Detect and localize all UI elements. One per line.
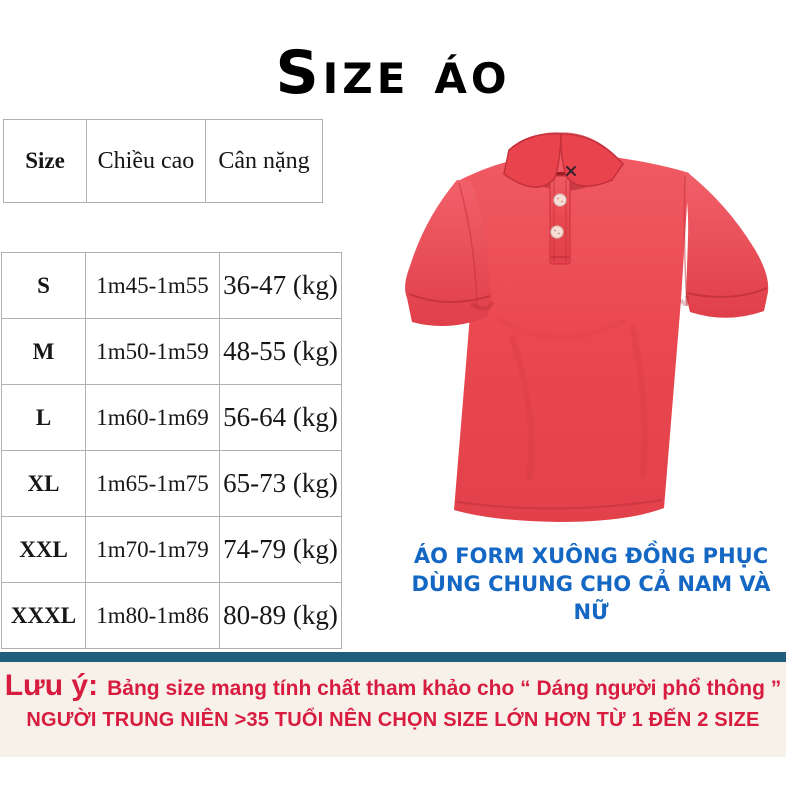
note-line-1: Bảng size mang tính chất tham khảo cho “…	[107, 677, 782, 700]
note-section: Lưu ý: Bảng size mang tính chất tham khả…	[0, 662, 786, 757]
table-row: XL 1m65-1m75 65-73 (kg)	[1, 450, 342, 517]
table-row: L 1m60-1m69 56-64 (kg)	[1, 384, 342, 451]
cell-size: L	[1, 384, 86, 451]
left-sleeve	[405, 180, 492, 326]
table-row: XXXL 1m80-1m86 80-89 (kg)	[1, 582, 342, 649]
col-header-height: Chiều cao	[86, 119, 206, 203]
bottom-button	[550, 225, 564, 239]
size-table-header: Size Chiều cao Cân nặng	[3, 119, 323, 203]
cell-size: XL	[1, 450, 86, 517]
cell-weight: 65-73 (kg)	[219, 450, 342, 517]
cell-height: 1m65-1m75	[85, 450, 220, 517]
product-caption: ÁO FORM XUÔNG ĐỒNG PHỤC DÙNG CHUNG CHO C…	[400, 542, 782, 626]
table-row: M 1m50-1m59 48-55 (kg)	[1, 318, 342, 385]
collar-right-flap	[560, 133, 624, 187]
note-line-1-row: Lưu ý: Bảng size mang tính chất tham khả…	[0, 669, 786, 703]
cell-weight: 56-64 (kg)	[219, 384, 342, 451]
note-label: Lưu ý:	[4, 669, 99, 702]
col-header-weight: Cân nặng	[205, 119, 323, 203]
cell-size: S	[1, 252, 86, 319]
cell-height: 1m45-1m55	[85, 252, 220, 319]
cell-size: XXL	[1, 516, 86, 583]
right-sleeve	[683, 172, 769, 318]
shirt-body	[454, 151, 689, 522]
note-line-2: NGƯỜI TRUNG NIÊN >35 TUỔI NÊN CHỌN SIZE …	[26, 709, 760, 731]
col-header-size: Size	[3, 119, 87, 203]
polo-shirt-image	[397, 128, 783, 538]
cell-height: 1m70-1m79	[85, 516, 220, 583]
cell-height: 1m80-1m86	[85, 582, 220, 649]
collar-ridge	[508, 132, 624, 165]
size-table-body: S 1m45-1m55 36-47 (kg) M 1m50-1m59 48-55…	[1, 252, 342, 649]
divider-bar	[0, 652, 786, 662]
cell-height: 1m50-1m59	[85, 318, 220, 385]
top-button	[553, 193, 567, 207]
polo-shirt-illustration	[405, 132, 769, 522]
cell-weight: 48-55 (kg)	[219, 318, 342, 385]
cell-size: XXXL	[1, 582, 86, 649]
caption-line-1: ÁO FORM XUÔNG ĐỒNG PHỤC	[413, 544, 769, 568]
header-row: Size Chiều cao Cân nặng	[3, 119, 323, 203]
collar-left-flap	[503, 133, 562, 188]
left-cuff-stitch	[408, 293, 491, 303]
right-cuff-stitch	[686, 287, 768, 298]
table-row: XXL 1m70-1m79 74-79 (kg)	[1, 516, 342, 583]
cell-weight: 74-79 (kg)	[219, 516, 342, 583]
cell-weight: 80-89 (kg)	[219, 582, 342, 649]
cell-size: M	[1, 318, 86, 385]
caption-line-2: DÙNG CHUNG CHO CẢ NAM VÀ NỮ	[411, 572, 771, 624]
hem-stitch	[456, 499, 663, 510]
cell-height: 1m60-1m69	[85, 384, 220, 451]
table-row: S 1m45-1m55 36-47 (kg)	[1, 252, 342, 319]
collar-x-stitch	[566, 166, 576, 176]
page-title: Size áo	[275, 38, 511, 108]
cell-weight: 36-47 (kg)	[219, 252, 342, 319]
button-placket	[549, 175, 571, 265]
